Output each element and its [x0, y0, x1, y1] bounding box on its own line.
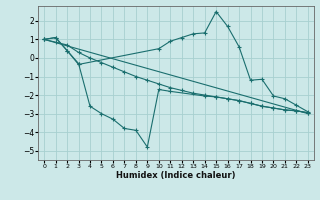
X-axis label: Humidex (Indice chaleur): Humidex (Indice chaleur) — [116, 171, 236, 180]
